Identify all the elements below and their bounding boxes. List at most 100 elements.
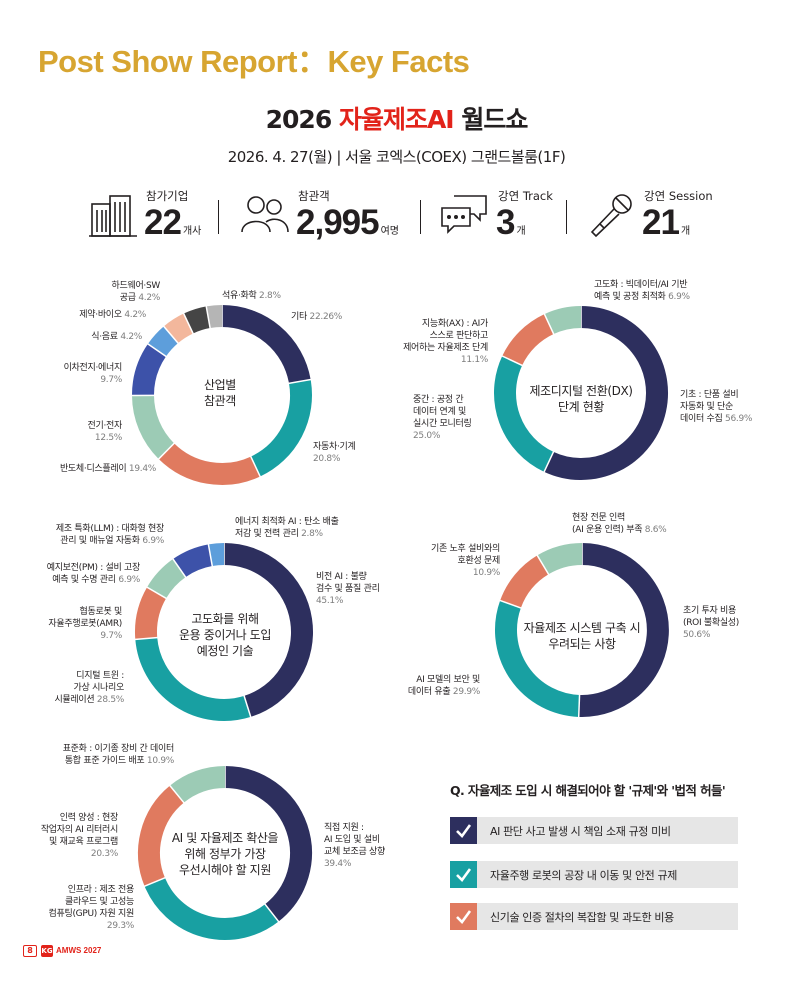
chart1-slice-divider — [287, 378, 312, 385]
chart1-slice-4 — [132, 394, 175, 459]
chart2-slice-2 — [494, 356, 554, 472]
chart2-slice-1 — [544, 306, 668, 480]
chart1-label: 자동차·기계 20.8% — [313, 442, 356, 464]
page-title: Post Show Report：Key Facts — [38, 44, 470, 79]
stat-unit: 개 — [680, 226, 691, 237]
chart3-label: 에너지 최적화 AI : 탄소 배출 저감 및 전력 관리 2.8% — [235, 517, 339, 539]
chart2-center-title: 제조디지털 전환(DX) 단계 현황 — [529, 384, 633, 414]
stat-value: 21 개 — [642, 203, 691, 242]
chart3-label: 제조 특화(LLM) : 대화형 현장 관리 및 매뉴얼 자동화 6.9% — [55, 524, 164, 546]
chart1-center-title: 산업별 참관객 — [204, 378, 236, 408]
chart1-slice-divider — [157, 442, 176, 461]
chart5-slice-2 — [144, 877, 279, 940]
stat-unit: 개 — [516, 226, 526, 237]
stat-value: 22 개사 — [144, 203, 202, 242]
divider — [566, 200, 567, 234]
chart5-slice-divider — [168, 784, 186, 804]
chart3-slice-6 — [208, 543, 225, 567]
chart2-slice-4 — [544, 306, 582, 335]
stat-label: 참가기업 — [146, 189, 189, 203]
chart4-slice-2 — [495, 600, 580, 717]
microphone-icon — [590, 194, 632, 238]
chart4-label: 현장 전문 인력 (AI 운용 인력) 부족 8.6% — [572, 513, 667, 535]
question-item-text: 신기술 인증 절차의 복잡함 및 과도한 비용 — [490, 911, 674, 924]
chart1-slice-6 — [147, 326, 179, 357]
stat-label: 강연 Session — [644, 189, 713, 203]
chart1-slice-divider — [205, 305, 212, 330]
chart3-slice-divider — [207, 543, 214, 568]
chart3-slice-divider — [145, 586, 168, 600]
chat-bubbles-icon — [441, 195, 487, 234]
chart1-label: 반도체·디스플레이 19.4% — [59, 464, 156, 474]
chart3-slice-5 — [173, 544, 213, 578]
question-title: Q. 자율제조 도입 시 해결되어야 할 '규제'와 '법적 허들' — [450, 783, 726, 798]
stat-sessions: 강연 Session 21 개 — [586, 186, 716, 242]
chart2-slice-divider — [501, 354, 524, 367]
chart3-label: 비전 AI : 불량 검수 및 품질 관리 45.1% — [316, 572, 380, 606]
chart2-label: 지능화(AX) : AI가 스스로 판단하고 제어하는 자율제조 단계 11.1% — [403, 319, 488, 365]
chart1-slice-divider — [249, 455, 262, 478]
stat-unit: 개사 — [182, 226, 202, 237]
chart4-slice-3 — [500, 555, 549, 609]
chart2-label: 고도화 : 빅데이터/AI 기반 예측 및 공정 최적화 6.9% — [594, 280, 690, 302]
chart3-label: 협동로봇 및 자율주행로봇(AMR) 9.7% — [48, 607, 122, 641]
stat-visitors: 참관객 2,995 여명 — [240, 186, 420, 242]
event-suffix: 월드쇼 — [461, 105, 528, 134]
chart3-slice-1 — [223, 543, 313, 717]
chart5-label: 인프라 : 제조 전용 클라우드 및 고성능 컴퓨팅(GPU) 자원 지원 29.3% — [48, 885, 135, 931]
chart3-label: 디지털 트윈 : 가상 시나리오 시뮬레이션 28.5% — [54, 671, 124, 705]
chart1-label: 전기·전자 12.5% — [87, 421, 123, 443]
page-number: 8 — [23, 945, 37, 957]
chart1-slice-1 — [221, 305, 311, 384]
event-subtitle: 2026. 4. 27(월) | 서울 코엑스(COEX) 그랜드볼룸(1F) — [227, 148, 566, 166]
stat-unit: 여명 — [380, 226, 399, 237]
chart2-slice-divider — [543, 450, 555, 474]
chart4-slice-divider — [577, 693, 581, 718]
question-item: 자율주행 로봇의 공장 내 이동 및 안전 규제 — [450, 861, 738, 888]
chart3-label: 예지보전(PM) : 설비 고장 예측 및 수명 관리 6.9% — [46, 563, 141, 585]
chart3-slice-4 — [147, 559, 186, 599]
stat-exhibitors: 참가기업 22 개사 — [88, 186, 208, 242]
chart1-slice-8 — [183, 306, 211, 334]
brand-logo: KG — [41, 945, 53, 957]
chart5-label: 표준화 : 이기종 장비 간 데이터 통합 표준 가이드 배포 10.9% — [62, 744, 175, 766]
chart2-label: 기초 : 단품 설비 자동화 및 단순 데이터 수집 56.9% — [680, 390, 753, 424]
chart1-slice-divider — [182, 312, 195, 335]
chart1-slice-2 — [250, 379, 312, 477]
chart1-slice-9 — [206, 305, 223, 329]
chart4-label: 초기 투자 비용 (ROI 불확실성) 50.6% — [683, 606, 739, 640]
chart1-label: 석유·화학 2.8% — [222, 291, 281, 301]
chart1-label: 식·음료 4.2% — [91, 332, 142, 342]
question-item-text: 자율주행 로봇의 공장 내 이동 및 안전 규제 — [490, 869, 677, 882]
chart2-label: 중간 : 공정 간 데이터 연계 및 실시간 모니터링 25.0% — [413, 395, 472, 441]
people-icon — [241, 196, 289, 233]
event-name: 자율제조AI — [338, 105, 455, 134]
chart2-slice-3 — [502, 314, 555, 366]
chart3-slice-divider — [171, 557, 187, 579]
chart3-slice-2 — [135, 637, 251, 721]
chart3-slice-3 — [135, 587, 167, 640]
chart5-slice-divider — [143, 876, 167, 888]
chart1-label: 하드웨어·SW 공급 4.2% — [111, 281, 161, 303]
chart5-label: 인력 양성 : 현장 작업자의 AI 리터러시 및 재교육 프로그램 20.3% — [40, 813, 118, 859]
chart1-slice-divider — [146, 342, 168, 358]
chart1-label: 기타 22.26% — [291, 312, 343, 322]
chart5-label: 직접 지원 : AI 도입 및 설비 교체 보조금 상향 39.4% — [324, 823, 385, 869]
chart1-slice-divider — [162, 325, 180, 345]
chart3-center-title: 고도화를 위해 운용 중이거나 도입 예정인 기술 — [179, 612, 271, 658]
chart5-slice-3 — [138, 785, 185, 887]
chart3-slice-divider — [134, 636, 159, 641]
chart1-label: 제약·바이오 4.2% — [79, 310, 146, 320]
chart4-slice-4 — [537, 543, 583, 575]
brand-name: AMWS 2027 — [56, 946, 102, 955]
question-item-text: AI 판단 사고 발생 시 책임 소재 규정 미비 — [490, 825, 671, 838]
stat-label: 강연 Track — [498, 189, 553, 203]
checkmark-icon — [450, 817, 477, 844]
checkmark-icon — [450, 861, 477, 888]
chart4-label: 기존 노후 설비와의 호환성 문제 10.9% — [431, 544, 500, 578]
chart2-slice-divider — [543, 312, 555, 336]
chart1-slice-3 — [158, 443, 261, 485]
chart4-slice-divider — [498, 599, 523, 610]
chart1-slice-5 — [131, 343, 167, 396]
